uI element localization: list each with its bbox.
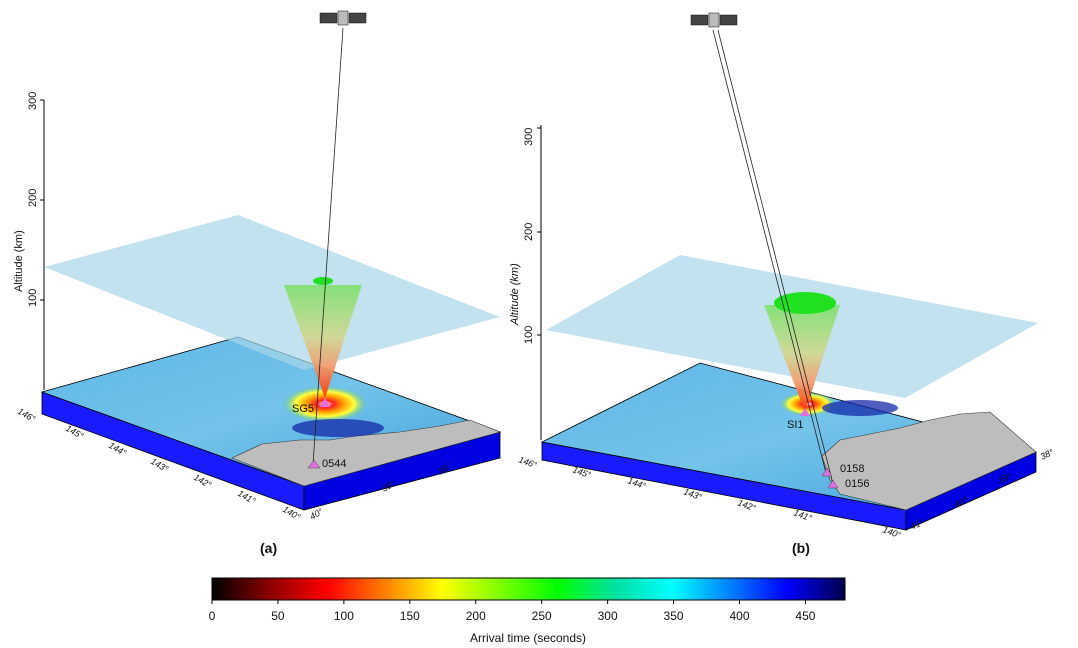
arrival-cone-b	[764, 305, 840, 412]
colorbar-tick-label: 450	[795, 609, 815, 623]
land-a	[231, 419, 501, 487]
panel-b: 100 200 300 Altitude (km) SI1 0158	[509, 12, 1056, 556]
altitude-tick-b-200: 200	[523, 223, 535, 241]
line-of-sight-b-1	[712, 29, 827, 474]
panel-label-a: (a)	[260, 540, 277, 556]
colorbar-tick-label: 0	[209, 609, 216, 623]
colorbar-tick-label: 250	[532, 609, 552, 623]
ionosphere-plane-a	[44, 215, 500, 370]
station-label-sg5: SG5	[292, 403, 314, 415]
cone-top-a	[313, 277, 333, 285]
colorbar-tick-label: 200	[466, 609, 486, 623]
altitude-tick-a-300: 300	[27, 92, 39, 110]
colorbar-tick-label: 100	[334, 609, 354, 623]
altitude-label-a: Altitude (km)	[13, 230, 25, 292]
colorbar-ticks: 0 50 100 150 200 250 300 350 400 450	[209, 600, 816, 623]
station-label-si1: SI1	[787, 419, 804, 431]
station-marker-0544	[307, 459, 321, 469]
colorbar-tick-label: 400	[729, 609, 749, 623]
station-marker-0158	[821, 467, 833, 477]
tec-anomaly-b-blue	[822, 400, 898, 416]
station-marker-si1	[800, 408, 810, 416]
line-of-sight-b-2	[717, 29, 834, 485]
colorbar-tick-label: 50	[271, 609, 285, 623]
tec-anomaly-a-blue	[292, 419, 384, 437]
station-marker-sg5	[320, 398, 330, 407]
station-label-0158: 0158	[840, 463, 864, 475]
colorbar-tick-label: 350	[664, 609, 684, 623]
station-label-0156: 0156	[845, 478, 869, 490]
altitude-tick-b-300: 300	[523, 128, 535, 146]
panel-a: 100 200 300 Altitude (km) SG5 0544	[13, 10, 502, 556]
altitude-tick-a-100: 100	[27, 289, 39, 307]
lon-tick-a-146: 146°	[16, 406, 37, 424]
cone-top-b	[774, 292, 836, 314]
colorbar-title: Arrival time (seconds)	[470, 631, 586, 645]
colorbar: 0 50 100 150 200 250 300 350 400 450 Arrival time…	[209, 577, 846, 645]
station-label-0544: 0544	[322, 458, 346, 470]
station-marker-0156	[827, 479, 839, 489]
altitude-label-b: Altitude (km)	[509, 263, 521, 326]
altitude-tick-a-200: 200	[27, 189, 39, 207]
colorbar-bar	[211, 577, 846, 601]
lat-tick-b-38: 38°	[1039, 447, 1056, 462]
land-b	[821, 411, 1037, 511]
lon-tick-b-146: 146°	[517, 454, 538, 470]
colorbar-tick-label: 150	[400, 609, 420, 623]
satellite-icon	[690, 12, 738, 28]
altitude-tick-b-100: 100	[523, 326, 535, 344]
arrival-cone-a	[284, 285, 362, 398]
satellite-icon	[319, 10, 367, 26]
colorbar-tick-label: 300	[598, 609, 618, 623]
line-of-sight-a	[312, 27, 344, 465]
panel-label-b: (b)	[792, 540, 810, 556]
